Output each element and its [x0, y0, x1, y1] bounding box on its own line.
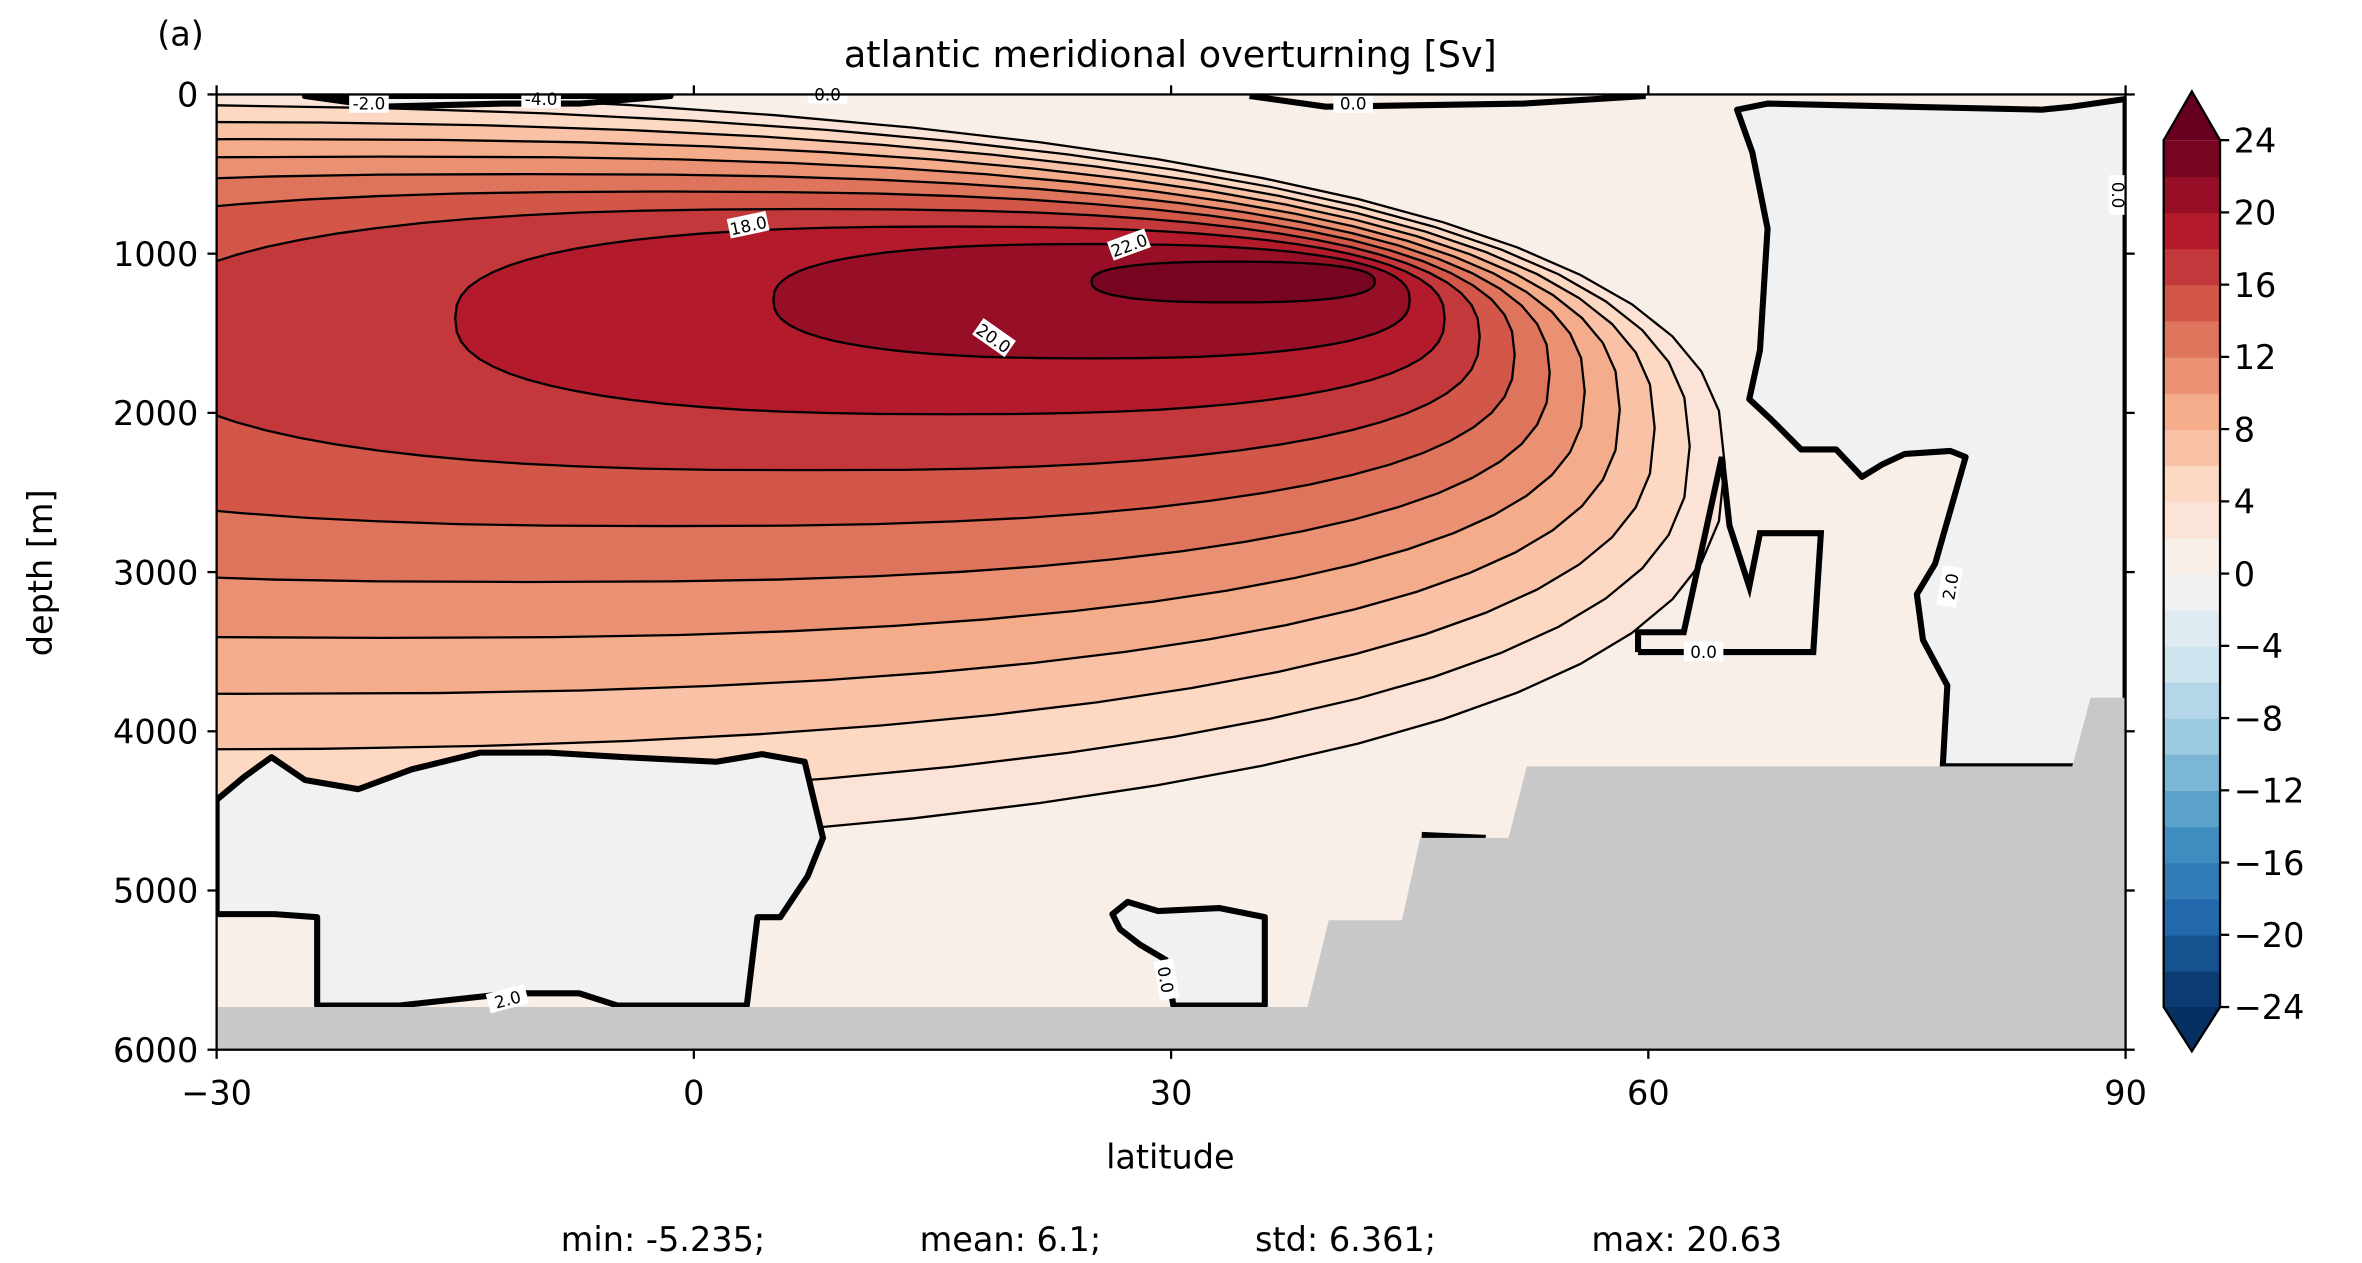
- colorbar-band: [2163, 356, 2221, 394]
- zero-contour: [1421, 831, 1486, 841]
- colorbar-tick-label: 20: [2234, 194, 2277, 233]
- colorbar-band: [2163, 140, 2221, 178]
- colorbar-band: [2163, 934, 2221, 972]
- colorbar-tick-label: 16: [2234, 266, 2277, 305]
- contour-label-text: 0.0: [1154, 965, 1178, 995]
- topography: [216, 697, 2126, 1050]
- contour-fill: [1109, 898, 1268, 1009]
- colorbar-band: [2163, 826, 2221, 864]
- colorbar-band: [2163, 898, 2221, 936]
- colorbar-tick-label: 24: [2234, 121, 2277, 160]
- zero-contour: [1635, 456, 1825, 656]
- colorbar-band: [2163, 176, 2221, 214]
- contour-label: 0.0: [1683, 641, 1724, 662]
- contour-label-text: -4.0: [525, 89, 558, 109]
- colorbar-band: [2163, 754, 2221, 792]
- contour-label-bg: [1333, 92, 1373, 113]
- panel-label: (a): [157, 15, 204, 54]
- footer-stat: min: -5.235;: [561, 1220, 765, 1259]
- contour-label-text: 0.0: [1340, 94, 1367, 114]
- contour-label: -4.0: [521, 88, 561, 109]
- y-tick-label: 0: [177, 76, 198, 115]
- plot-area: [216, 94, 2126, 1050]
- colorbar-band: [2163, 501, 2221, 539]
- contour-fill: [1090, 260, 1376, 304]
- colorbar-band: [2163, 573, 2221, 611]
- y-axis-label: depth [m]: [21, 489, 60, 656]
- contour-fill: [1734, 95, 2126, 770]
- contour-label-text: 0.0: [2108, 182, 2128, 209]
- colorbar-tick-label: 4: [2234, 483, 2255, 522]
- contour-label-bg: [349, 92, 389, 113]
- contour-label-text: -2.0: [353, 94, 386, 114]
- colorbar-band: [2163, 465, 2221, 503]
- x-axis-label: latitude: [1106, 1138, 1235, 1177]
- colorbar-tick-label: −8: [2234, 699, 2283, 738]
- colorbar-band: [2163, 320, 2221, 358]
- colorbar-tick-label: −20: [2234, 916, 2305, 955]
- colorbar-band: [2163, 718, 2221, 755]
- footer-stat: mean: 6.1;: [920, 1220, 1102, 1259]
- colorbar: 24 20 16 12 8 4 0 −4 −8 −12 −16 −20 −24: [2162, 89, 2305, 1054]
- footer-stat: std: 6.361;: [1255, 1220, 1436, 1259]
- contour-fill: [216, 749, 827, 1009]
- colorbar-band: [2163, 212, 2221, 250]
- colorbar-band: [2163, 429, 2221, 467]
- y-tick-label: 1000: [113, 235, 198, 274]
- colorbar-tick-label: 0: [2234, 555, 2255, 594]
- footer-stat: max: 20.63: [1591, 1220, 1782, 1259]
- contour-label: -2.0: [349, 92, 389, 114]
- contour-label: 0.0: [1153, 958, 1180, 1001]
- contour-label-text: 0.0: [1690, 642, 1717, 662]
- y-tick-label: 4000: [113, 712, 198, 751]
- contour-label: 0.0: [1333, 92, 1373, 114]
- colorbar-band: [2163, 970, 2221, 1008]
- y-tick-label: 5000: [113, 872, 198, 911]
- colorbar-tick-label: 12: [2234, 338, 2277, 377]
- colorbar-tick-label: −16: [2234, 844, 2305, 883]
- contour-label-bg: [1936, 565, 1963, 608]
- footer: min: -5.235; mean: 6.1; std: 6.361; max: 20…: [561, 1220, 1782, 1259]
- colorbar-band: [2163, 248, 2221, 286]
- y-tick-label: 2000: [113, 394, 198, 433]
- colorbar-extend-top: [2163, 91, 2221, 141]
- colorbar-extend-bottom: [2163, 1007, 2221, 1052]
- x-tick-label: 90: [2104, 1074, 2147, 1113]
- y-tick-label: 6000: [113, 1031, 198, 1070]
- x-tick-label: 60: [1627, 1074, 1670, 1113]
- x-tick-label: −30: [181, 1074, 252, 1113]
- colorbar-band: [2163, 790, 2221, 828]
- y-tick-label: 3000: [113, 553, 198, 592]
- contour-label-bg: [2108, 175, 2129, 215]
- colorbar-tick-label: −12: [2234, 772, 2305, 811]
- x-tick-label: 0: [683, 1074, 704, 1113]
- contour-label: 2.0: [1936, 565, 1963, 608]
- contour-label-bg: [1153, 958, 1180, 1001]
- colorbar-band: [2163, 862, 2221, 900]
- contour-label: 0.0: [2108, 175, 2129, 215]
- colorbar-tick-label: −24: [2234, 988, 2305, 1027]
- colorbar-band: [2163, 537, 2221, 575]
- colorbar-band: [2163, 645, 2221, 683]
- x-tick-label: 30: [1150, 1074, 1193, 1113]
- contour-label-bg: [1683, 641, 1724, 662]
- colorbar-tick-label: 8: [2234, 410, 2255, 449]
- contour-label-text: 2.0: [1938, 572, 1962, 602]
- contour-label-bg: [726, 210, 770, 239]
- chart-title: atlantic meridional overturning [Sv]: [844, 33, 1497, 76]
- contour-label-bg: [1106, 228, 1151, 261]
- zero-contour: [1249, 94, 1646, 110]
- colorbar-band: [2163, 681, 2221, 719]
- colorbar-band: [2163, 393, 2221, 430]
- colorbar-band: [2163, 284, 2221, 322]
- colorbar-tick-label: −4: [2234, 627, 2283, 666]
- axes: −30 0 30 60 90 0 1000 2000 3000 4000 5000 6000: [113, 76, 2147, 1113]
- contour-label-bg: [972, 318, 1016, 358]
- colorbar-band: [2163, 609, 2221, 647]
